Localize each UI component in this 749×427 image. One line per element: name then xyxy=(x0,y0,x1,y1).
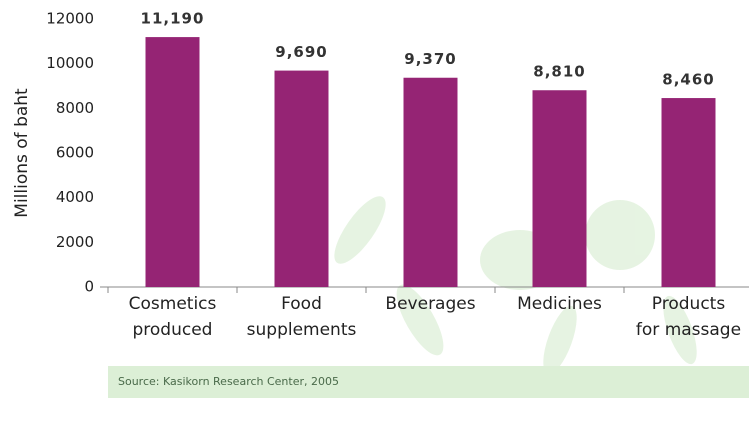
bar xyxy=(532,90,587,287)
y-tick-label: 8000 xyxy=(56,99,94,117)
x-tick-label: Beverages xyxy=(385,294,475,314)
source-box xyxy=(108,366,749,398)
x-tick-label: Cosmetics xyxy=(129,294,217,314)
y-tick-label: 6000 xyxy=(56,144,94,162)
decoration xyxy=(334,196,697,375)
x-tick-label: Food xyxy=(281,294,322,314)
value-label: 11,190 xyxy=(141,10,205,28)
source-note: Source: Kasikorn Research Center, 2005 xyxy=(118,375,339,388)
x-tick-label: produced xyxy=(133,320,213,340)
x-tick-label: Products xyxy=(652,294,726,314)
y-tick-label: 2000 xyxy=(56,233,94,251)
value-label: 9,370 xyxy=(404,50,456,68)
value-label: 8,460 xyxy=(662,71,714,89)
bar xyxy=(661,98,716,287)
value-label: 8,810 xyxy=(533,63,585,81)
bar xyxy=(403,77,458,287)
y-tick-label: 0 xyxy=(84,278,94,296)
bar xyxy=(145,37,200,288)
y-tick-label: 12000 xyxy=(46,10,94,28)
x-tick-label: Medicines xyxy=(517,294,602,314)
value-label: 9,690 xyxy=(275,43,327,61)
y-tick-label: 4000 xyxy=(56,188,94,206)
y-axis-title: Millions of baht xyxy=(12,88,32,218)
bar xyxy=(274,70,329,287)
x-tick-label: supplements xyxy=(247,320,357,340)
x-tick-label: for massage xyxy=(636,320,741,340)
y-tick-label: 10000 xyxy=(46,54,94,72)
